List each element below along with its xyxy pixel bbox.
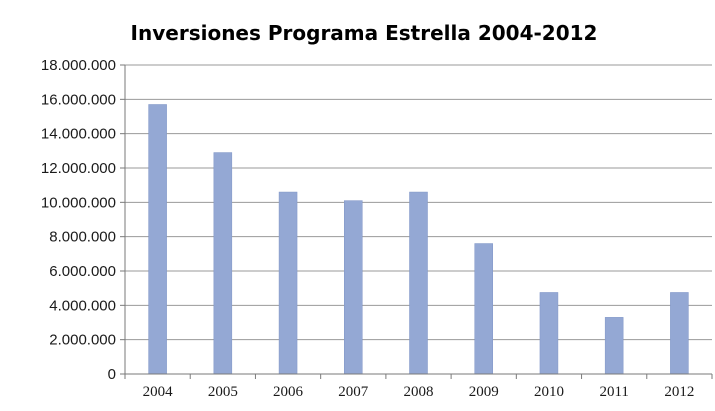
y-tick-label: 4.000.000: [49, 297, 116, 314]
bar-2004: [148, 104, 167, 375]
x-tick-label: 2005: [208, 384, 238, 400]
y-tick-label: 10.000.000: [41, 194, 116, 211]
x-tick-label: 2012: [664, 384, 694, 400]
x-tick-label: 2010: [534, 384, 564, 400]
y-tick-label: 18.000.000: [41, 57, 116, 74]
y-tick-label: 8.000.000: [49, 229, 116, 246]
bar-2011: [604, 317, 624, 375]
axes: [120, 64, 713, 379]
bar-2008: [409, 191, 428, 375]
bar-2005: [213, 152, 233, 375]
bar-2012: [670, 292, 689, 375]
x-tick-label: 2007: [338, 384, 369, 400]
x-tick-label: 2009: [469, 384, 499, 400]
y-tick-label: 12.000.000: [41, 160, 116, 177]
bar-2010: [539, 292, 559, 375]
bar-2009: [474, 243, 493, 375]
bars: [148, 104, 689, 375]
y-tick-labels: 0 2.000.000 4.000.000 6.000.000 8.000.000 10.…: [41, 57, 116, 383]
y-tick-label: 14.000.000: [41, 126, 116, 143]
x-tick-label: 2004: [143, 384, 174, 400]
bar-2007: [344, 200, 363, 375]
y-tick-label: 16.000.000: [41, 91, 116, 108]
y-tick-label: 2.000.000: [49, 332, 116, 349]
x-tick-label: 2008: [404, 384, 434, 400]
y-tick-label: 6.000.000: [49, 263, 116, 280]
x-tick-label: 2011: [599, 384, 628, 400]
bar-2006: [278, 191, 298, 375]
y-tick-label: 0: [108, 366, 116, 383]
x-tick-labels: 2004 2005 2006 2007 2008 2009 2010 2011 2012: [143, 384, 695, 400]
x-tick-label: 2006: [273, 384, 304, 400]
chart-title: Inversiones Programa Estrella 2004-2012: [131, 21, 598, 45]
